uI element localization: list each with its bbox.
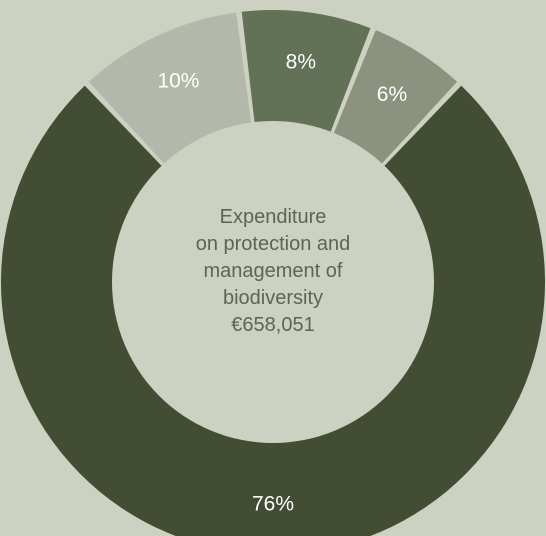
center-line-2: on protection and bbox=[195, 233, 351, 255]
slice-label-1: 76% bbox=[252, 493, 294, 516]
center-line-3: management of bbox=[203, 260, 343, 282]
slice-label-4: 6% bbox=[377, 83, 407, 106]
donut-hole bbox=[112, 121, 434, 443]
center-line-4: biodiversity bbox=[222, 287, 324, 309]
slice-label-3: 8% bbox=[286, 50, 316, 73]
labels-group: 76% 10% 8% 6% bbox=[157, 50, 407, 515]
center-label: Expenditure on protection and management… bbox=[148, 204, 398, 339]
center-line-1: Expenditure bbox=[219, 206, 327, 228]
center-total-value: €658,051 bbox=[231, 314, 315, 336]
slice-label-2: 10% bbox=[157, 70, 199, 93]
